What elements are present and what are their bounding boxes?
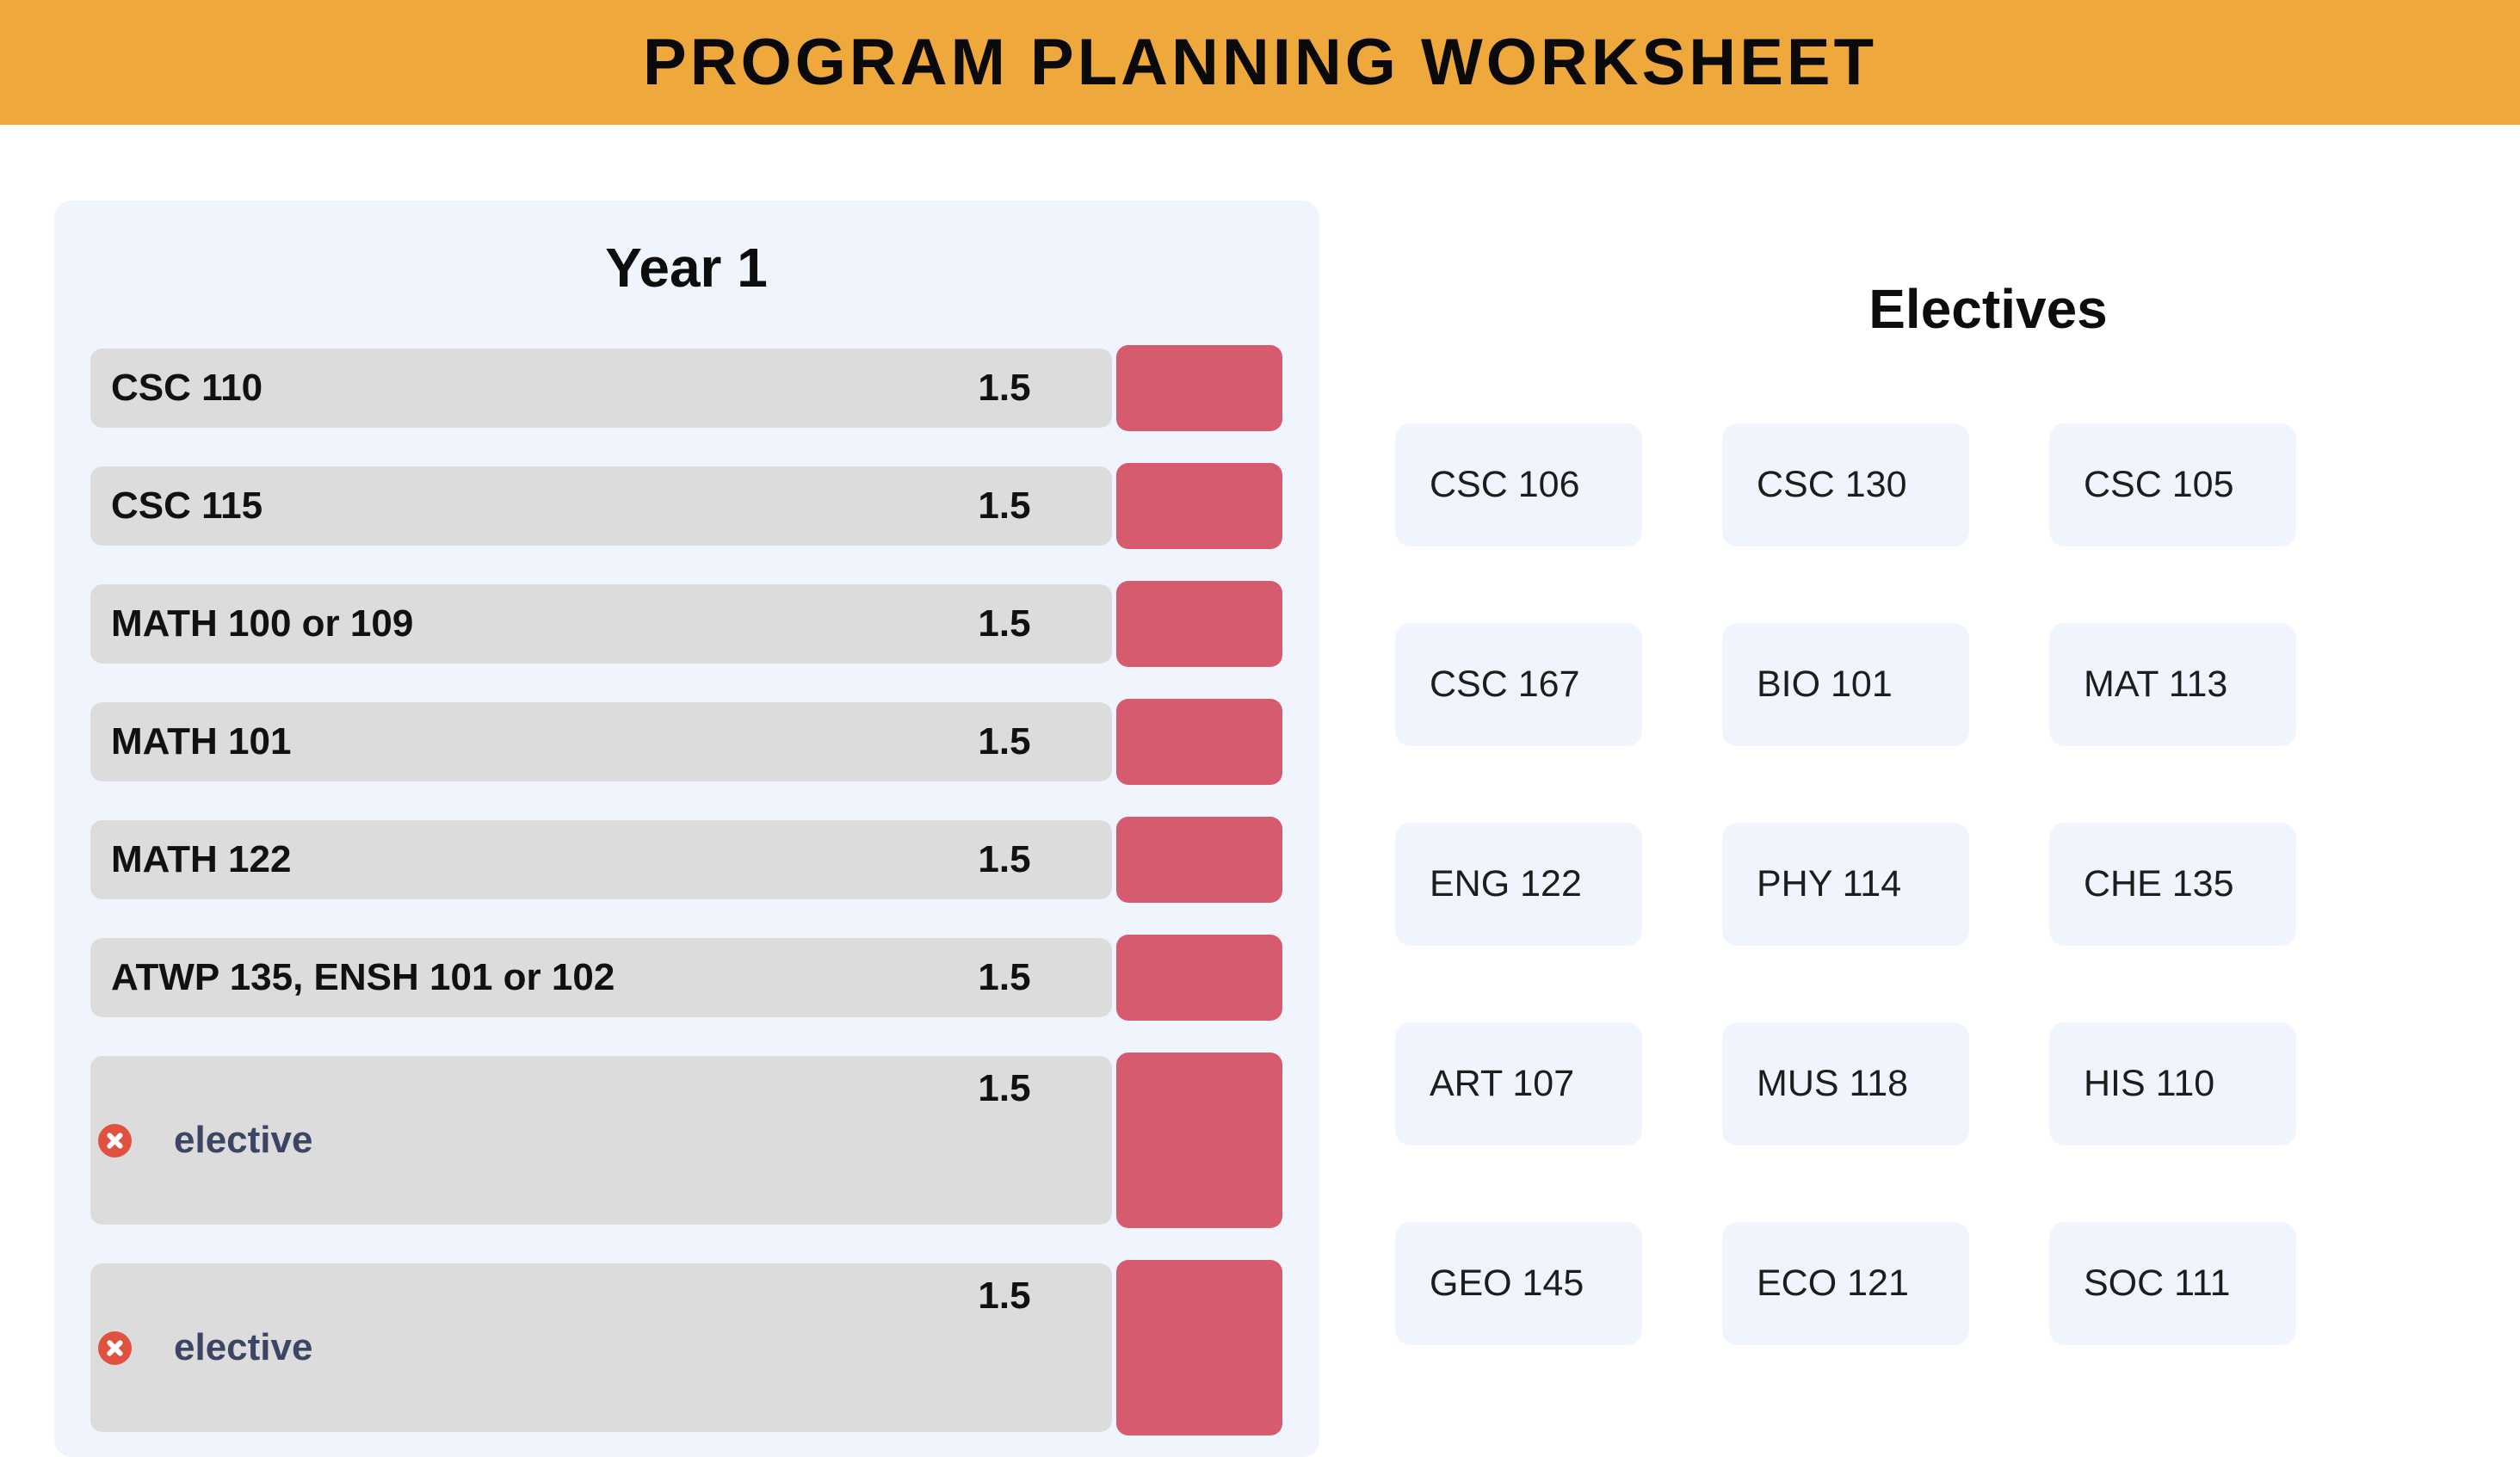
page-title: PROGRAM PLANNING WORKSHEET	[643, 25, 1877, 99]
elective-slot-row: 1.5 elective	[90, 1260, 1282, 1435]
elective-course-card[interactable]: MAT 113	[2049, 623, 2296, 746]
course-slot[interactable]: CSC 115 1.5	[90, 466, 1112, 546]
elective-chip[interactable]: elective	[98, 1329, 312, 1367]
elective-label: elective	[174, 1119, 313, 1161]
x-circle-icon[interactable]	[98, 1330, 132, 1365]
elective-chip[interactable]: elective	[98, 1121, 312, 1159]
course-credits: 1.5	[978, 1275, 1031, 1317]
course-name: MATH 101	[111, 723, 292, 761]
course-row: ATWP 135, ENSH 101 or 102 1.5	[90, 935, 1282, 1021]
elective-course-card[interactable]: HIS 110	[2049, 1022, 2296, 1145]
course-credits: 1.5	[978, 720, 1031, 762]
electives-grid: CSC 106 CSC 130 CSC 105 CSC 167 BIO 101 MAT 1…	[1395, 423, 2296, 1345]
course-credits: 1.5	[978, 602, 1031, 645]
year-panel-title: Year 1	[605, 237, 768, 299]
elective-course-card[interactable]: BIO 101	[1722, 623, 1969, 746]
row-action-button[interactable]	[1116, 581, 1282, 667]
elective-label: elective	[174, 1326, 313, 1368]
course-credits: 1.5	[978, 838, 1031, 880]
course-slot[interactable]: ATWP 135, ENSH 101 or 102 1.5	[90, 938, 1112, 1017]
elective-course-card[interactable]: ART 107	[1395, 1022, 1642, 1145]
course-row: MATH 101 1.5	[90, 699, 1282, 785]
course-row: MATH 122 1.5	[90, 817, 1282, 903]
row-action-button[interactable]	[1116, 935, 1282, 1021]
course-slot[interactable]: MATH 122 1.5	[90, 820, 1112, 899]
course-slot[interactable]: CSC 110 1.5	[90, 349, 1112, 428]
elective-course-card[interactable]: MUS 118	[1722, 1022, 1969, 1145]
course-name: MATH 122	[111, 841, 292, 879]
row-action-button[interactable]	[1116, 817, 1282, 903]
elective-course-card[interactable]: CHE 135	[2049, 823, 2296, 946]
x-circle-icon[interactable]	[98, 1123, 132, 1158]
row-action-button[interactable]	[1116, 463, 1282, 549]
elective-course-card[interactable]: CSC 167	[1395, 623, 1642, 746]
course-credits: 1.5	[978, 367, 1031, 409]
elective-course-card[interactable]: CSC 130	[1722, 423, 1969, 546]
row-action-button[interactable]	[1116, 699, 1282, 785]
course-name: MATH 100 or 109	[111, 605, 414, 643]
course-row: MATH 100 or 109 1.5	[90, 581, 1282, 667]
year-rows: CSC 110 1.5 CSC 115 1.5 MATH 100 or 109 1.5 MA…	[90, 345, 1282, 1435]
elective-drop-slot[interactable]: 1.5 elective	[90, 1056, 1112, 1225]
course-row: CSC 115 1.5	[90, 463, 1282, 549]
year-panel: Year 1 CSC 110 1.5 CSC 115 1.5 MATH 100 or 1…	[54, 201, 1319, 1457]
elective-slot-row: 1.5 elective	[90, 1053, 1282, 1228]
elective-course-card[interactable]: CSC 105	[2049, 423, 2296, 546]
elective-course-card[interactable]: GEO 145	[1395, 1222, 1642, 1345]
course-name: CSC 115	[111, 487, 263, 525]
row-action-button[interactable]	[1116, 345, 1282, 431]
elective-course-card[interactable]: ENG 122	[1395, 823, 1642, 946]
course-name: ATWP 135, ENSH 101 or 102	[111, 959, 615, 997]
elective-course-card[interactable]: CSC 106	[1395, 423, 1642, 546]
elective-drop-slot[interactable]: 1.5 elective	[90, 1263, 1112, 1432]
row-action-button[interactable]	[1116, 1053, 1282, 1228]
course-credits: 1.5	[978, 485, 1031, 527]
header: PROGRAM PLANNING WORKSHEET	[0, 0, 2520, 125]
electives-title: Electives	[1868, 278, 2108, 340]
course-row: CSC 110 1.5	[90, 345, 1282, 431]
elective-course-card[interactable]: ECO 121	[1722, 1222, 1969, 1345]
row-action-button[interactable]	[1116, 1260, 1282, 1435]
course-credits: 1.5	[978, 956, 1031, 998]
course-slot[interactable]: MATH 101 1.5	[90, 702, 1112, 781]
course-slot[interactable]: MATH 100 or 109 1.5	[90, 584, 1112, 664]
course-credits: 1.5	[978, 1067, 1031, 1109]
elective-course-card[interactable]: PHY 114	[1722, 823, 1969, 946]
course-name: CSC 110	[111, 369, 263, 407]
elective-course-card[interactable]: SOC 111	[2049, 1222, 2296, 1345]
